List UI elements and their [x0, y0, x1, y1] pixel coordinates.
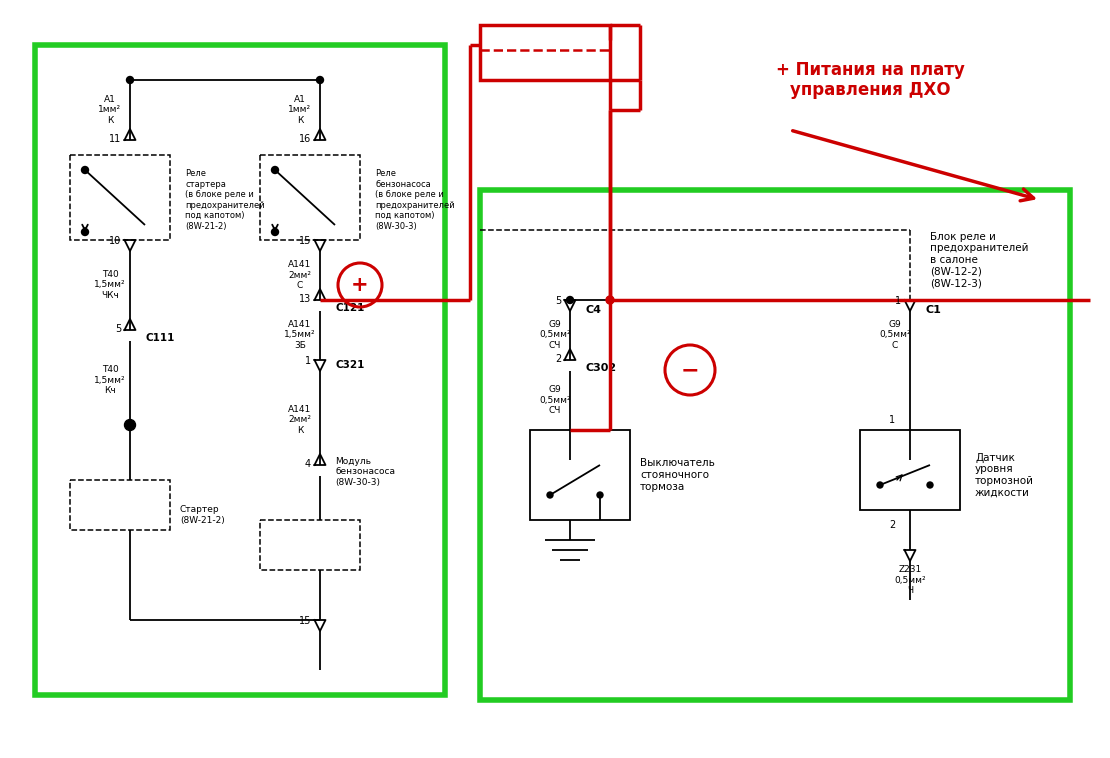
Bar [480, 25, 610, 80]
Circle shape [272, 167, 279, 174]
Bar [70, 480, 170, 530]
Circle shape [124, 419, 135, 431]
Circle shape [877, 482, 882, 488]
Text: G9
0,5мм²
С: G9 0,5мм² С [879, 320, 911, 350]
Bar [480, 190, 1070, 700]
Text: A141
2мм²
С: A141 2мм² С [289, 260, 312, 290]
Text: A141
1,5мм²
3Б: A141 1,5мм² 3Б [284, 320, 316, 350]
Text: Выключатель
стояночного
тормоза: Выключатель стояночного тормоза [640, 459, 715, 492]
Text: C4: C4 [585, 305, 601, 315]
Text: 15: 15 [299, 236, 311, 246]
Bar [70, 155, 170, 240]
Bar [36, 45, 445, 695]
Text: 11: 11 [109, 134, 121, 144]
Circle shape [127, 77, 133, 83]
Text: 13: 13 [299, 294, 311, 304]
Text: 2: 2 [555, 354, 561, 364]
Bar [860, 430, 960, 510]
Circle shape [566, 296, 574, 303]
Text: 16: 16 [299, 134, 311, 144]
Text: 1: 1 [889, 415, 895, 425]
Text: +: + [351, 275, 369, 295]
Text: −: − [680, 360, 699, 380]
Text: 1: 1 [305, 356, 311, 366]
Text: 5: 5 [555, 296, 561, 306]
Circle shape [81, 167, 89, 174]
Text: G9
0,5мм²
СЧ: G9 0,5мм² СЧ [539, 385, 571, 415]
Text: 1: 1 [895, 296, 901, 306]
Circle shape [927, 482, 934, 488]
Text: C121: C121 [335, 303, 364, 313]
Text: C302: C302 [585, 363, 616, 373]
Text: Блок реле и
предохранителей
в салоне
(8W-12-2)
(8W-12-3): Блок реле и предохранителей в салоне (8W… [930, 232, 1029, 288]
Text: A1
1мм²
К: A1 1мм² К [289, 95, 312, 125]
Text: Датчик
уровня
тормозной
жидкости: Датчик уровня тормозной жидкости [975, 453, 1035, 497]
Circle shape [547, 492, 553, 498]
Text: 2: 2 [889, 520, 895, 530]
Text: T40
1,5мм²
ЧКч: T40 1,5мм² ЧКч [94, 270, 125, 300]
Text: Z231
0,5мм²
Ч: Z231 0,5мм² Ч [895, 565, 926, 595]
Text: C321: C321 [335, 360, 364, 370]
Text: 15: 15 [299, 616, 311, 626]
Text: C111: C111 [145, 333, 174, 343]
Text: A141
2мм²
К: A141 2мм² К [289, 405, 312, 435]
Circle shape [597, 492, 603, 498]
Text: C1: C1 [925, 305, 941, 315]
Bar [260, 155, 360, 240]
Text: T40
1,5мм²
Кч: T40 1,5мм² Кч [94, 365, 125, 395]
Text: 10: 10 [109, 236, 121, 246]
Circle shape [606, 296, 614, 304]
Text: Реле
стартера
(в блоке реле и
предохранителей
под капотом)
(8W-21-2): Реле стартера (в блоке реле и предохрани… [185, 170, 264, 230]
Circle shape [81, 228, 89, 236]
Text: 5: 5 [114, 324, 121, 334]
Bar [529, 430, 630, 520]
Text: Реле
бензонасоса
(в блоке реле и
предохранителей
под капотом)
(8W-30-3): Реле бензонасоса (в блоке реле и предохр… [375, 170, 455, 230]
Text: Модуль
бензонасоса
(8W-30-3): Модуль бензонасоса (8W-30-3) [335, 457, 395, 487]
Text: G9
0,5мм²
СЧ: G9 0,5мм² СЧ [539, 320, 571, 350]
Text: + Питания на плату
управления ДХО: + Питания на плату управления ДХО [776, 61, 965, 99]
Circle shape [316, 77, 323, 83]
Bar [260, 520, 360, 570]
Text: Стартер
(8W-21-2): Стартер (8W-21-2) [180, 506, 224, 525]
Circle shape [272, 228, 279, 236]
Text: 4: 4 [305, 459, 311, 469]
Text: A1
1мм²
К: A1 1мм² К [99, 95, 122, 125]
